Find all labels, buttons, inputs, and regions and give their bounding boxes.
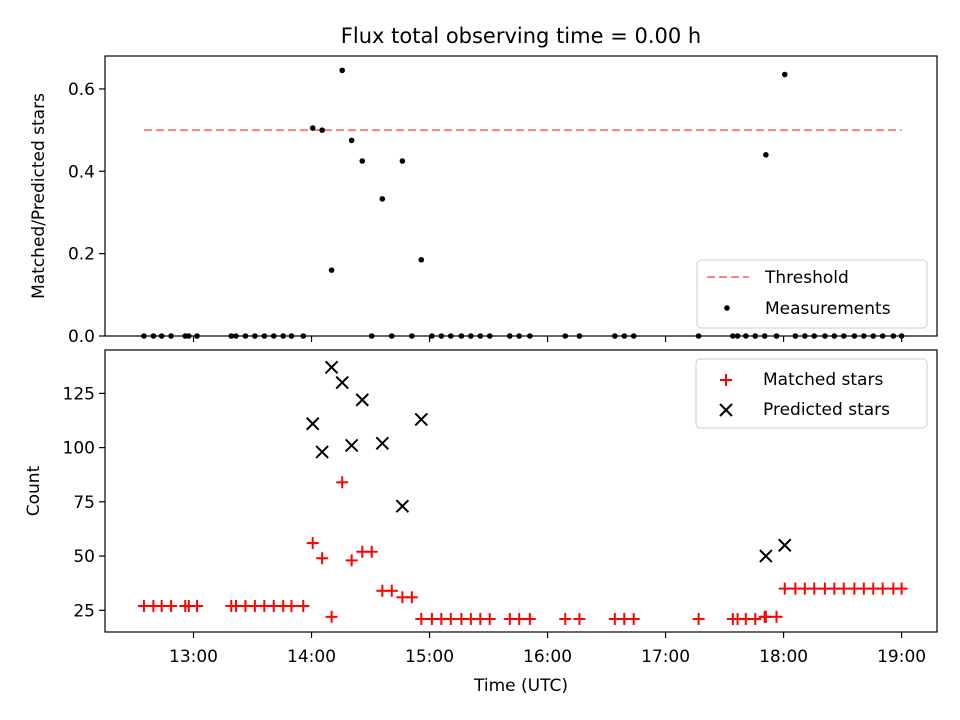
matched-stars-point (483, 612, 496, 625)
predicted-stars-point (778, 538, 792, 552)
ratio-ytick-label: 0.6 (68, 80, 95, 100)
count-ytick-label: 75 (73, 493, 95, 513)
matched-stars-point (895, 582, 908, 595)
matched-stars-point (444, 612, 457, 625)
predicted-stars-point (305, 417, 320, 431)
measurements-point (379, 196, 386, 202)
predicted-stars-point (315, 445, 329, 459)
measurements-legend-swatch (724, 305, 730, 311)
ratio-y-axis-label: Matched/Predicted stars (29, 93, 49, 299)
predicted-legend-swatch (719, 403, 733, 417)
measurements-point (399, 158, 406, 164)
xtick-label: 19:00 (877, 647, 926, 667)
measurements-legend-label: Measurements (765, 299, 891, 319)
count-y-axis-label: Count (24, 465, 44, 516)
measurements-point (339, 67, 346, 74)
ratio-ytick-label: 0.2 (68, 245, 95, 265)
chart-title: Flux total observing time = 0.00 h (341, 24, 701, 48)
count-plot-frame (104, 349, 938, 633)
measurements-point (359, 158, 366, 164)
matched-stars-point (808, 582, 821, 595)
matched-stars-point (692, 612, 705, 625)
measurements-point (763, 152, 769, 158)
matched-stars-point (837, 582, 850, 595)
matched-stars-point (165, 599, 178, 612)
predicted-legend-label: Predicted stars (763, 400, 890, 420)
count-ytick-label: 25 (73, 601, 95, 621)
matched-stars-point (365, 545, 378, 558)
xtick-label: 17:00 (641, 647, 690, 667)
xtick-label: 16:00 (523, 647, 572, 667)
matched-stars-point (770, 610, 783, 623)
matched-stars-point (297, 599, 310, 612)
measurements-point (319, 127, 325, 133)
xtick-label: 18:00 (759, 647, 808, 667)
matched-stars-point (627, 612, 640, 625)
matched-stars-point (573, 612, 586, 625)
ratio-legend: Threshold Measurements (696, 259, 928, 329)
xtick-label: 15:00 (405, 647, 454, 667)
threshold-legend-label: Threshold (764, 268, 849, 288)
matched-stars-point (405, 591, 418, 604)
measurements-point (328, 267, 335, 273)
matched-stars-point (325, 610, 338, 623)
matched-stars-point (523, 612, 536, 625)
matched-stars-point (876, 582, 889, 595)
predicted-stars-point (414, 412, 428, 427)
x-axis-label: Time (UTC) (473, 676, 568, 696)
predicted-stars-point (355, 393, 369, 407)
predicted-stars-point (395, 499, 410, 513)
count-ytick-label: 100 (63, 439, 95, 459)
matched-stars-point (285, 599, 298, 612)
measurements-point (309, 125, 316, 131)
ratio-legend-frame (696, 259, 928, 329)
predicted-stars-point (344, 438, 359, 453)
xtick-label: 14:00 (287, 647, 336, 667)
ratio-ytick-label: 0.4 (68, 162, 95, 182)
matched-stars-point (759, 610, 772, 623)
matched-legend-swatch (720, 374, 732, 386)
xtick-label: 13:00 (169, 647, 218, 667)
matched-stars-point (385, 584, 398, 597)
count-panel: 25 50 75 100 125 13:00 14:00 15:00 16:00 17:00 18… (24, 349, 938, 696)
measurements-point (781, 71, 788, 78)
ratio-ytick-label: 0.0 (68, 327, 95, 347)
matched-stars-point (778, 582, 791, 595)
predicted-stars-point (335, 375, 349, 390)
matched-stars-point (306, 537, 319, 550)
count-ytick-label: 50 (73, 547, 95, 567)
ratio-panel: 0.0 0.2 0.4 0.6 Matched/Predicted stars Thr… (29, 55, 938, 347)
predicted-stars-point (375, 436, 390, 450)
matched-stars-point (345, 554, 358, 567)
predicted-stars-point (759, 549, 773, 563)
matched-stars-point (191, 599, 204, 612)
predicted-stars-point (324, 360, 339, 375)
count-legend-frame (695, 358, 928, 429)
measurements-point (418, 257, 425, 263)
matched-stars-point (336, 476, 349, 489)
count-legend: Matched stars Predicted stars (695, 358, 928, 429)
ratio-plot-frame (104, 55, 938, 337)
matched-legend-label: Matched stars (763, 370, 883, 390)
matched-stars-point (559, 612, 572, 625)
matched-stars-point (316, 552, 329, 565)
matched-stars-point (749, 612, 762, 625)
matched-stars-point (415, 612, 428, 625)
measurements-point (348, 137, 355, 144)
count-ytick-label: 125 (63, 384, 95, 404)
matched-stars-point (513, 612, 526, 625)
